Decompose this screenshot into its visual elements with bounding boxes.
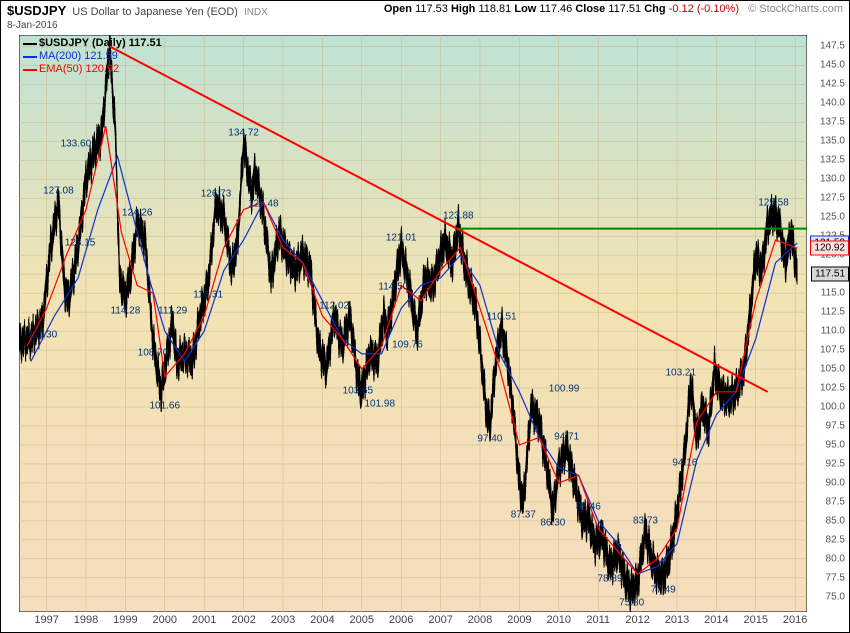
y-tick: 127.5: [820, 193, 845, 204]
y-tick: 130.0: [820, 174, 845, 185]
x-tick: 2002: [231, 614, 255, 626]
ohlc-readout: Open 117.53 High 118.81 Low 117.46 Close…: [384, 3, 739, 15]
x-tick: 2008: [468, 614, 492, 626]
high-label: High: [451, 3, 475, 15]
y-tick: 125.0: [820, 212, 845, 223]
legend-price-text: $USDJPY (Daily) 117.51: [39, 37, 162, 50]
x-tick: 2014: [704, 614, 728, 626]
price-tag: 117.51: [811, 267, 849, 282]
x-tick: 2009: [507, 614, 531, 626]
y-axis: 75.0 77.5 80.0 82.5 85.0 87.5 90.0 92.5 95.0 97.5…: [807, 35, 849, 612]
y-tick: 80.0: [826, 553, 845, 564]
y-tick: 82.5: [826, 534, 845, 545]
y-tick: 135.0: [820, 136, 845, 147]
x-tick: 2006: [389, 614, 413, 626]
legend-ma200: MA(200) 121.59: [23, 50, 162, 63]
chg-label: Chg: [644, 3, 665, 15]
x-tick: 2013: [665, 614, 689, 626]
close-value: 117.51: [608, 3, 641, 15]
y-tick: 110.0: [821, 326, 845, 337]
x-tick: 2007: [428, 614, 452, 626]
x-tick: 2015: [744, 614, 768, 626]
y-tick: 100.0: [820, 402, 845, 413]
chg-value: -0.12 (-0.10%): [669, 3, 739, 15]
instrument-description: US Dollar to Japanese Yen (EOD): [72, 6, 238, 18]
y-tick: 77.5: [826, 572, 845, 583]
price-tag: 120.92: [810, 241, 849, 256]
y-tick: 145.0: [820, 60, 845, 71]
index-label: INDX: [244, 7, 268, 18]
y-tick: 137.5: [820, 117, 845, 128]
low-label: Low: [514, 3, 536, 15]
y-tick: 147.5: [820, 41, 845, 52]
legend: $USDJPY (Daily) 117.51 MA(200) 121.59 EM…: [23, 37, 162, 76]
y-tick: 105.0: [820, 364, 845, 375]
x-tick: 1998: [74, 614, 98, 626]
chart-container: $USDJPY US Dollar to Japanese Yen (EOD) …: [0, 0, 850, 633]
x-tick: 2004: [310, 614, 334, 626]
y-tick: 90.0: [826, 477, 845, 488]
y-tick: 92.5: [826, 458, 845, 469]
x-tick: 2011: [586, 614, 610, 626]
y-tick: 115.0: [821, 288, 845, 299]
chart-header: $USDJPY US Dollar to Japanese Yen (EOD) …: [1, 1, 849, 35]
y-tick: 97.5: [826, 420, 845, 431]
x-tick: 2005: [350, 614, 374, 626]
y-tick: 75.0: [826, 591, 845, 602]
y-tick: 85.0: [826, 515, 845, 526]
x-tick: 1999: [113, 614, 137, 626]
symbol: $USDJPY: [7, 3, 66, 18]
x-tick: 2010: [547, 614, 571, 626]
y-tick: 142.5: [820, 79, 845, 90]
y-tick: 140.0: [820, 98, 845, 109]
open-value: 117.53: [415, 3, 448, 15]
high-value: 118.81: [478, 3, 511, 15]
y-tick: 102.5: [820, 383, 845, 394]
legend-ema50: EMA(50) 120.92: [23, 63, 162, 76]
y-tick: 87.5: [826, 496, 845, 507]
x-tick: 2003: [271, 614, 295, 626]
x-tick: 2001: [192, 614, 216, 626]
attribution: © StockCharts.com: [748, 3, 843, 15]
legend-ema50-text: EMA(50) 120.92: [39, 63, 119, 76]
open-label: Open: [384, 3, 412, 15]
x-tick: 1997: [34, 614, 58, 626]
low-value: 117.46: [539, 3, 572, 15]
y-tick: 132.5: [820, 155, 845, 166]
plot-area: [19, 35, 807, 612]
chart-date: 8-Jan-2016: [7, 20, 843, 31]
chart-svg: [19, 35, 807, 612]
y-tick: 95.0: [826, 439, 845, 450]
x-tick: 2016: [783, 614, 807, 626]
x-axis: 1997 1998 1999 2000 2001 2002 2003 2004 2005 2006…: [19, 612, 807, 632]
close-label: Close: [575, 3, 605, 15]
x-tick: 2000: [153, 614, 177, 626]
y-tick: 107.5: [820, 345, 845, 356]
legend-ma200-text: MA(200) 121.59: [39, 50, 118, 63]
legend-price: $USDJPY (Daily) 117.51: [23, 37, 162, 50]
y-tick: 112.5: [821, 307, 845, 318]
x-tick: 2012: [625, 614, 649, 626]
